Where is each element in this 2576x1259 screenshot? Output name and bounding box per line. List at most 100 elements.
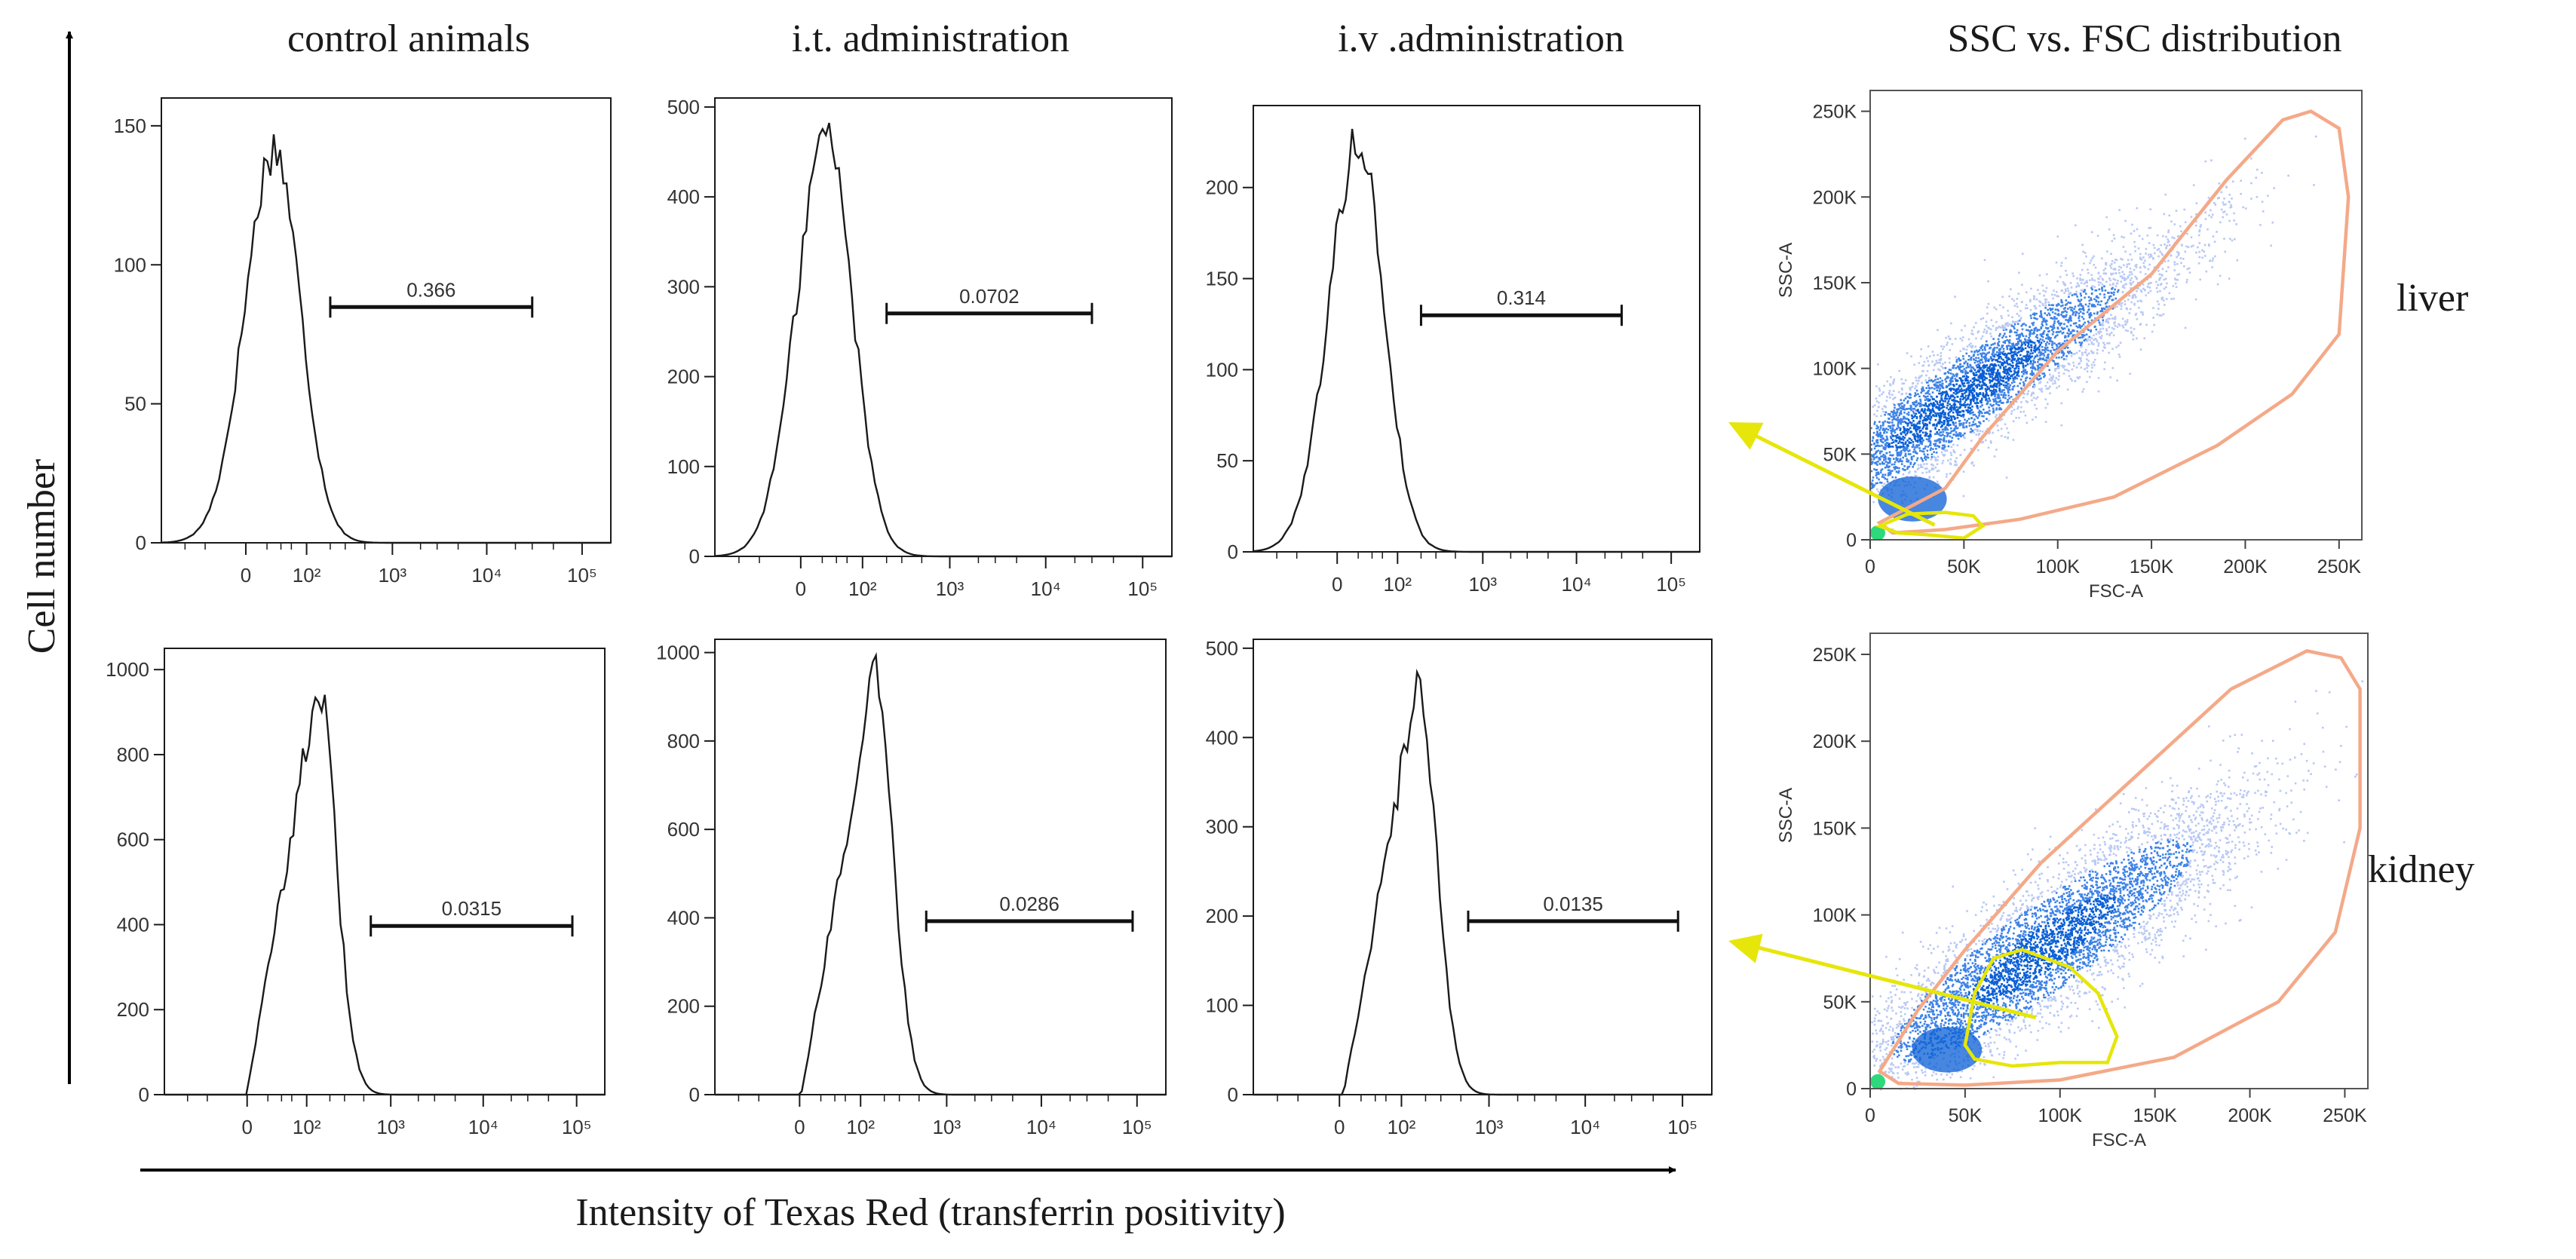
row-label-liver: liver xyxy=(2397,277,2468,320)
event-dot xyxy=(1945,418,1948,421)
event-dot xyxy=(2024,307,2027,310)
event-dot xyxy=(2162,313,2165,316)
event-dot xyxy=(2140,290,2143,293)
event-dot xyxy=(2075,366,2078,369)
event-dot xyxy=(1907,414,1910,416)
event-dot xyxy=(1905,447,1908,449)
event-dot xyxy=(1947,384,1950,387)
event-dot xyxy=(1875,424,1878,427)
event-dot xyxy=(1899,403,1902,406)
event-dot xyxy=(2018,351,2020,354)
event-dot xyxy=(2036,336,2039,339)
event-dot xyxy=(2065,289,2067,293)
event-dot xyxy=(2068,369,2070,372)
event-dot xyxy=(1982,317,1985,320)
event-dot xyxy=(1883,384,1885,388)
event-dot xyxy=(1940,431,1943,433)
event-dot xyxy=(2018,983,2020,985)
event-dot xyxy=(2020,1028,2023,1030)
event-dot xyxy=(1903,447,1906,449)
event-dot xyxy=(1989,365,1991,368)
event-dot xyxy=(1995,373,1998,376)
event-dot xyxy=(2259,224,2262,226)
event-dot xyxy=(1943,428,1946,430)
event-dot xyxy=(2216,283,2219,286)
event-dot xyxy=(1996,950,1998,952)
event-dot xyxy=(1965,425,1967,427)
event-dot xyxy=(2001,389,2004,391)
event-dot xyxy=(2104,289,2107,292)
y-tick-label: 50K xyxy=(1823,444,1857,465)
event-dot xyxy=(1973,369,1976,372)
event-dot xyxy=(1918,379,1920,382)
event-dot xyxy=(2016,354,2019,357)
event-dot xyxy=(2087,320,2090,323)
event-dot xyxy=(2112,268,2115,271)
event-dot xyxy=(1949,440,1952,443)
event-dot xyxy=(2029,332,2031,335)
event-dot xyxy=(1947,395,1950,398)
event-dot xyxy=(2079,326,2082,329)
event-dot xyxy=(1953,406,1956,408)
event-dot xyxy=(1960,403,1963,406)
event-dot xyxy=(2139,253,2142,256)
event-dot xyxy=(2013,378,2016,380)
event-dot xyxy=(1885,431,1888,433)
event-dot xyxy=(1898,470,1900,473)
event-dot xyxy=(2025,335,2028,338)
event-dot xyxy=(1910,424,1913,427)
event-dot xyxy=(1975,393,1978,396)
event-dot xyxy=(2165,286,2167,289)
event-dot xyxy=(1953,464,1956,467)
event-dot xyxy=(1947,445,1950,448)
event-dot xyxy=(2108,351,2110,354)
event-dot xyxy=(2214,255,2216,258)
event-dot xyxy=(2034,368,2037,371)
event-dot xyxy=(2243,771,2246,774)
event-dot xyxy=(1879,438,1882,441)
event-dot xyxy=(1921,458,1923,461)
event-dot xyxy=(1937,482,1940,486)
event-dot xyxy=(2253,765,2256,768)
event-dot xyxy=(2122,938,2124,941)
event-dot xyxy=(2063,323,2065,326)
event-dot xyxy=(2071,309,2074,312)
event-dot xyxy=(2001,346,2003,348)
event-dot xyxy=(1888,1068,1891,1070)
event-dot xyxy=(2068,332,2071,335)
event-dot xyxy=(1991,385,1993,388)
event-dot xyxy=(1882,391,1884,394)
event-dot xyxy=(2087,271,2090,274)
event-dot xyxy=(1897,436,1900,439)
event-dot xyxy=(2024,414,2027,417)
event-dot xyxy=(2080,343,2083,345)
event-dot xyxy=(1935,452,1938,454)
event-dot xyxy=(1985,344,1987,346)
event-dot xyxy=(1913,426,1915,428)
event-dot xyxy=(1923,416,1926,419)
event-dot xyxy=(1947,432,1950,434)
event-dot xyxy=(1927,384,1930,387)
event-dot xyxy=(2016,342,2019,345)
event-dot xyxy=(2005,904,2007,907)
event-dot xyxy=(1922,945,1924,948)
event-dot xyxy=(1927,395,1929,398)
event-dot xyxy=(2135,296,2137,299)
event-dot xyxy=(2205,270,2208,273)
event-dot xyxy=(2010,288,2012,290)
event-dot xyxy=(1926,424,1928,426)
event-dot xyxy=(1923,424,1926,426)
event-dot xyxy=(2016,305,2019,308)
event-dot xyxy=(1940,1000,1943,1002)
event-dot xyxy=(1901,441,1904,444)
event-dot xyxy=(2145,294,2147,297)
event-dot xyxy=(1980,375,1983,378)
event-dot xyxy=(1949,411,1951,413)
event-dot xyxy=(2249,818,2251,820)
event-dot xyxy=(1938,445,1940,448)
event-dot xyxy=(1945,381,1948,383)
event-dot xyxy=(2012,377,2014,380)
plot-background xyxy=(1870,633,2368,1089)
event-dot xyxy=(2088,299,2091,302)
event-dot xyxy=(1973,399,1975,401)
